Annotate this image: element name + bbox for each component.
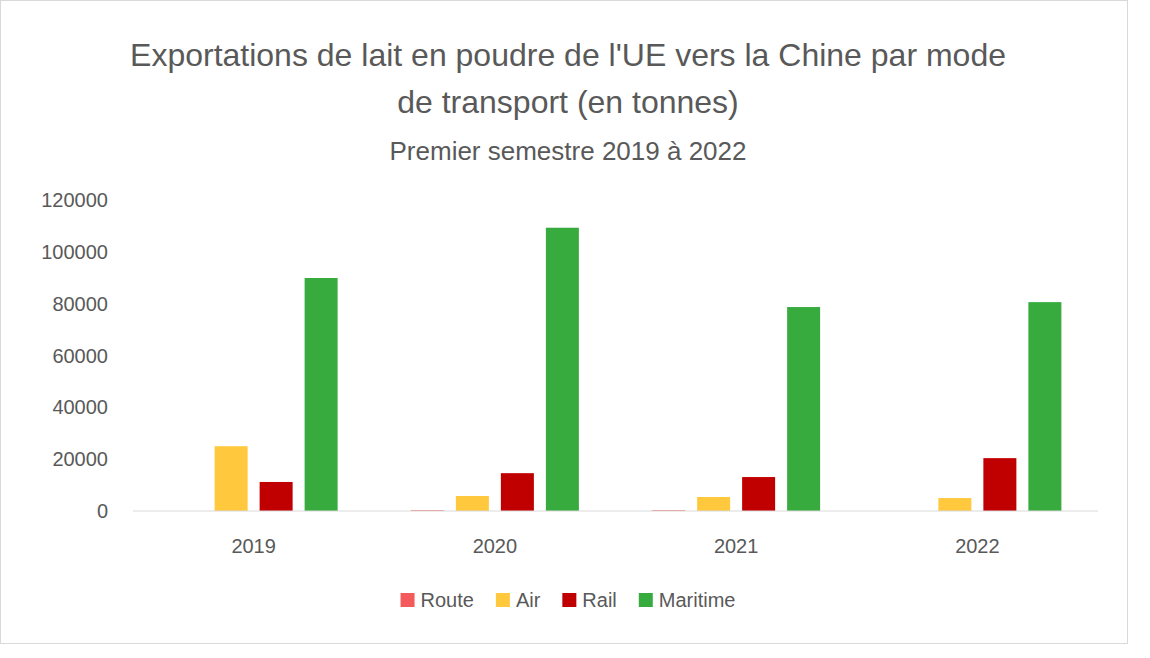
- x-tick-label: 2019: [231, 535, 276, 557]
- bar: [787, 307, 820, 511]
- subtitle: Premier semestre 2019 à 2022: [390, 136, 747, 166]
- x-axis-line: [133, 511, 1098, 512]
- bar: [697, 497, 730, 511]
- y-tick-label: 20000: [52, 448, 108, 470]
- legend-swatch: [496, 593, 510, 607]
- bar: [742, 477, 775, 511]
- legend-label: Rail: [582, 589, 616, 611]
- bar: [938, 498, 971, 511]
- legend-label: Air: [516, 589, 541, 611]
- bar: [983, 458, 1016, 511]
- title-line: Exportations de lait en poudre de l'UE v…: [130, 37, 1006, 73]
- legend-label: Route: [421, 589, 474, 611]
- y-tick-label: 120000: [41, 189, 108, 211]
- bar: [260, 482, 293, 511]
- x-tick-label: 2022: [955, 535, 1000, 557]
- legend-swatch: [562, 593, 576, 607]
- x-tick-label: 2021: [714, 535, 759, 557]
- title: Exportations de lait en poudre de l'UE v…: [130, 37, 1006, 120]
- bar: [215, 446, 248, 511]
- y-tick-label: 0: [97, 500, 108, 522]
- y-tick-label: 40000: [52, 396, 108, 418]
- legend: Route Air Rail Maritime: [401, 589, 736, 611]
- legend-swatch: [401, 593, 415, 607]
- bar: [1028, 302, 1061, 511]
- chart: Exportations de lait en poudre de l'UE v…: [0, 0, 1150, 658]
- y-tick-label: 60000: [52, 345, 108, 367]
- title-line: de transport (en tonnes): [397, 84, 739, 120]
- bar: [456, 496, 489, 511]
- bar: [546, 228, 579, 511]
- bars: [215, 228, 1062, 511]
- chart-frame: [1, 1, 1128, 644]
- bar: [305, 278, 338, 511]
- y-tick-label: 80000: [52, 293, 108, 315]
- y-tick-label: 100000: [41, 241, 108, 263]
- bar: [501, 473, 534, 511]
- x-tick-label: 2020: [473, 535, 518, 557]
- legend-swatch: [639, 593, 653, 607]
- legend-label: Maritime: [659, 589, 736, 611]
